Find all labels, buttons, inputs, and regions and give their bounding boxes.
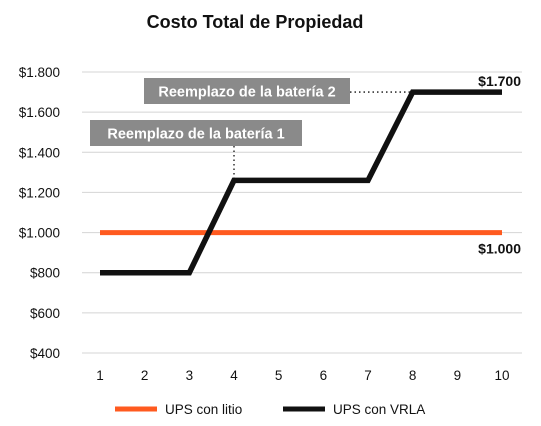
annotation-box [144, 78, 350, 104]
y-tick-label: $1.400 [19, 145, 60, 160]
grid-lines [82, 71, 522, 354]
legend-label-litio: UPS con litio [165, 402, 242, 417]
x-axis-ticks: 1 2 3 4 5 6 7 8 9 10 [96, 368, 509, 383]
y-tick-label: $1.600 [19, 105, 60, 120]
annotation-label: Reemplazo de la batería 2 [158, 85, 335, 101]
annotation-label: Reemplazo de la batería 1 [107, 127, 284, 143]
end-labels: $1.700 $1.000 [478, 73, 521, 256]
x-tick-label: 9 [454, 368, 462, 383]
chart-title: Costo Total de Propiedad [147, 12, 364, 32]
x-tick-label: 5 [275, 368, 283, 383]
annotation-box [90, 120, 302, 146]
x-tick-label: 2 [141, 368, 149, 383]
x-tick-label: 8 [409, 368, 417, 383]
legend-label-vrla: UPS con VRLA [333, 402, 425, 417]
x-tick-label: 1 [96, 368, 104, 383]
x-tick-label: 6 [320, 368, 328, 383]
data-label-vrla-end: $1.700 [478, 73, 521, 89]
y-tick-label: $600 [30, 306, 60, 321]
x-tick-label: 3 [186, 368, 194, 383]
y-tick-label: $1.000 [19, 226, 60, 241]
data-label-litio-end: $1.000 [478, 241, 521, 257]
y-tick-label: $800 [30, 266, 60, 281]
series-lines [100, 89, 502, 276]
y-tick-label: $1.800 [19, 65, 60, 80]
y-tick-label: $400 [30, 346, 60, 361]
series-line-vrla [100, 89, 502, 276]
x-tick-label: 10 [494, 368, 509, 383]
y-tick-label: $1.200 [19, 185, 60, 200]
legend: UPS con litio UPS con VRLA [115, 402, 425, 417]
annotations: Reemplazo de la batería 1 Reemplazo de la… [90, 78, 413, 181]
y-axis-ticks: $400 $600 $800 $1.000 $1.200 $1.400 $1.600 $1.8… [19, 65, 60, 361]
x-tick-label: 4 [230, 368, 238, 383]
x-tick-label: 7 [364, 368, 372, 383]
